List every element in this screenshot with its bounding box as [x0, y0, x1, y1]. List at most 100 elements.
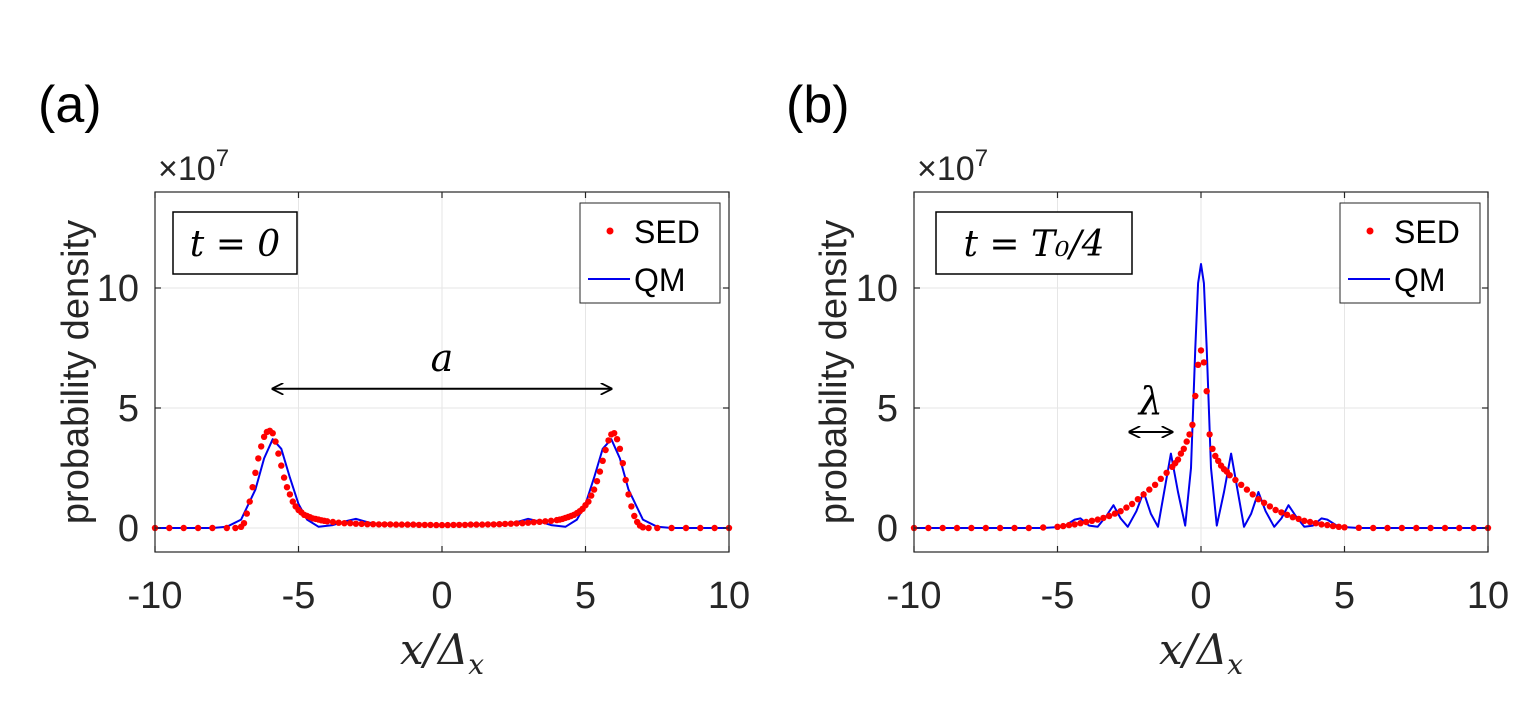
panel-b: (b) -10 -5 0 5 10 0 5 10 ×107 probability densi…: [786, 76, 1509, 681]
series-sed-point: [1384, 524, 1391, 532]
series-sed-point: [1060, 522, 1067, 530]
series-sed-point: [194, 524, 202, 532]
x-tick-label: -5: [1041, 575, 1075, 617]
y-exponent-base: ×10: [158, 150, 216, 188]
y-tick-label: 0: [118, 508, 139, 550]
series-sed-point: [1088, 517, 1096, 524]
series-sed-point: [283, 484, 291, 491]
series-sed-point: [628, 503, 635, 510]
series-sed-point: [278, 462, 285, 469]
series-sed-point: [258, 443, 265, 450]
series-sed-point: [364, 521, 371, 528]
legend-sed-marker: [606, 227, 614, 235]
series-sed-point: [599, 457, 606, 464]
series-sed-point: [1106, 512, 1113, 520]
legend: SED QM: [1339, 202, 1481, 304]
panel-label: (a): [38, 76, 102, 134]
y-axis-label: probability density: [55, 220, 97, 524]
series-sed-point: [1441, 524, 1449, 532]
series-sed-point: [1094, 516, 1101, 523]
annotation-frame: [935, 211, 1133, 275]
series-sed-point: [631, 512, 638, 520]
ticks: -10 -5 0 5 10 0 5 10: [856, 192, 1509, 617]
x-tick-label: -10: [128, 575, 183, 617]
series-sed-point: [1243, 486, 1251, 493]
x-tick-label: 0: [1190, 575, 1211, 617]
series-sed-point: [246, 498, 253, 505]
series-sed-point: [613, 436, 621, 443]
series-sed-point: [524, 519, 532, 526]
series-sed-point: [415, 521, 423, 529]
series-sed-point: [668, 524, 675, 532]
series-sed-point: [1255, 496, 1262, 503]
series-sed-point: [1174, 456, 1182, 463]
series-sed-point: [421, 521, 428, 529]
series-sed-point: [1289, 514, 1297, 521]
x-axis-label-main: x/Δ: [1159, 625, 1227, 674]
series-sed-point: [1040, 524, 1047, 531]
series-sed-point: [1177, 450, 1185, 457]
series-sed-point: [1151, 481, 1159, 488]
series-sed-point: [1128, 500, 1136, 508]
series-sed-point: [1306, 518, 1314, 526]
series-sed-point: [611, 430, 618, 437]
series-sed-point: [249, 484, 256, 491]
series-sed-point: [1324, 521, 1331, 529]
y-exponent-power: 7: [216, 145, 229, 172]
series-sed-point: [619, 460, 626, 467]
series-sed-point: [625, 491, 632, 498]
series-sed-point: [387, 521, 394, 528]
series-sed-point: [166, 524, 173, 532]
series-sed-point: [1283, 511, 1291, 518]
series-sed-point: [243, 510, 250, 517]
series-sed-point: [275, 450, 282, 457]
series-sed-point: [1301, 517, 1308, 524]
series-sed-point: [479, 521, 486, 528]
x-axis-label-sub: x: [1227, 648, 1243, 681]
series-sed-point: [1272, 506, 1279, 514]
ticks: -10 -5 0 5 10 0 5 10: [97, 192, 750, 617]
x-axis-label-sub: x: [468, 648, 484, 681]
series-sed-point: [1238, 481, 1245, 488]
series-sed-point: [513, 520, 520, 527]
series-sed-point: [180, 524, 187, 532]
series-sed-point: [450, 521, 457, 529]
x-axis-label: x/Δx: [400, 625, 484, 681]
series-sed-point: [711, 524, 718, 532]
series-sed-point: [341, 520, 348, 527]
series-sed-point: [347, 520, 354, 527]
series-sed-point: [335, 519, 342, 526]
series-sed-point: [496, 521, 503, 528]
series-sed-point: [605, 437, 612, 444]
x-tick-label: -10: [887, 575, 942, 617]
x-tick-label: 5: [1334, 575, 1355, 617]
series-sed-point: [1065, 521, 1073, 529]
series-sed-point: [410, 521, 417, 528]
series-sed-point: [209, 524, 216, 532]
series-sed-point: [255, 455, 262, 462]
series-sed-point: [968, 524, 975, 532]
series-sed-point: [519, 520, 526, 527]
series-sed-point: [1117, 508, 1124, 515]
x-axis-label: x/Δx: [1159, 625, 1243, 681]
span-arrow-label: a: [431, 336, 454, 380]
x-tick-label: 0: [431, 575, 452, 617]
series-sed-point: [1194, 361, 1202, 368]
series-sed-point: [381, 521, 388, 528]
series-sed-point: [456, 521, 463, 529]
series-sed-point: [329, 518, 337, 526]
series-qm-line: [914, 263, 1488, 529]
annotation-box: t = T₀/4: [935, 211, 1133, 275]
series-sed-point: [1413, 524, 1420, 532]
series-sed-point: [286, 491, 294, 498]
series-sed-point: [1134, 496, 1142, 503]
series-sed-point: [1318, 521, 1325, 528]
legend-sed-label: SED: [634, 214, 700, 250]
series-sed-point: [622, 476, 629, 484]
series-sed-point: [616, 445, 624, 452]
series-sed-point: [1295, 515, 1302, 523]
series-sed-point: [1249, 491, 1256, 498]
series-sed-point: [1226, 472, 1233, 479]
series-sed-point: [473, 521, 480, 528]
series-sed-point: [1470, 524, 1477, 532]
